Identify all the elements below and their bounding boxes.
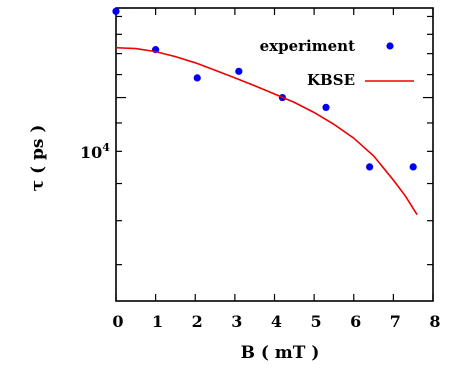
- data-point-experiment: [366, 163, 374, 171]
- y-tick-label-10-4: 104: [80, 141, 110, 162]
- y-tick-label-base: 10: [80, 143, 102, 162]
- x-tick-label: 6: [350, 312, 361, 331]
- series-line-kbse: [115, 46, 418, 216]
- y-tick-label-exponent: 4: [102, 141, 110, 154]
- x-tick-label: 8: [429, 312, 440, 331]
- legend-label-kbse: KBSE: [307, 71, 355, 89]
- data-point-experiment: [112, 7, 120, 15]
- x-tick-label: 2: [192, 312, 203, 331]
- legend-marker-experiment: [386, 42, 394, 50]
- legend: experiment KBSE: [260, 37, 414, 89]
- data-point-experiment: [409, 163, 417, 171]
- data-point-experiment: [235, 67, 243, 75]
- x-tick-label: 3: [231, 312, 242, 331]
- x-tick-label: 4: [271, 312, 282, 331]
- data-point-experiment: [322, 103, 330, 112]
- series-layer: [112, 7, 418, 216]
- x-tick-label: 7: [390, 312, 401, 331]
- x-tick-label: 5: [311, 312, 322, 331]
- data-point-experiment: [193, 74, 201, 82]
- x-axis-label: B ( mT ): [241, 343, 320, 363]
- x-tick-label: 1: [152, 312, 163, 331]
- x-axis: 0 1 2 3 4 5 6 7 8: [112, 8, 441, 331]
- y-axis: [116, 15, 433, 266]
- x-tick-label: 0: [112, 312, 123, 331]
- y-axis-label: τ ( ps ): [28, 125, 48, 192]
- legend-label-experiment: experiment: [260, 37, 355, 55]
